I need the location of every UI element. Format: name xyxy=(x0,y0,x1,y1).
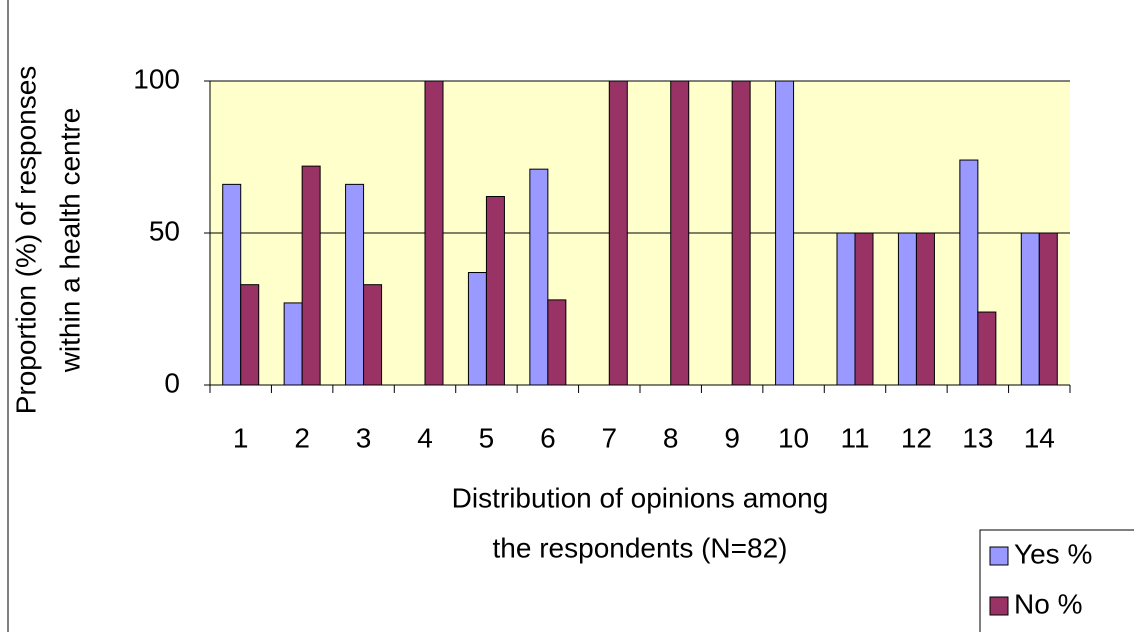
x-tick-label: 10 xyxy=(778,422,809,453)
legend-swatch xyxy=(989,596,1009,616)
bar xyxy=(547,299,567,386)
bar xyxy=(467,272,487,386)
x-tick-label: 7 xyxy=(601,422,617,453)
x-tick-label: 5 xyxy=(479,422,495,453)
bar xyxy=(959,159,979,386)
bar xyxy=(301,165,321,386)
bar xyxy=(915,232,935,386)
bar xyxy=(1038,232,1058,386)
x-axis-label: the respondents (N=82) xyxy=(493,532,788,563)
bar xyxy=(222,183,242,386)
bar xyxy=(836,232,856,386)
bar xyxy=(485,196,505,386)
y-tick-label: 0 xyxy=(164,367,180,398)
x-tick-label: 4 xyxy=(417,422,433,453)
y-axis-label: within a health centre xyxy=(54,108,85,374)
bar xyxy=(363,284,383,386)
x-tick-label: 12 xyxy=(901,422,932,453)
x-tick-label: 11 xyxy=(840,422,869,453)
y-tick-label: 50 xyxy=(149,215,180,246)
y-axis-label: Proportion (%) of responses xyxy=(10,66,41,415)
bar xyxy=(345,183,365,386)
x-axis-label: Distribution of opinions among xyxy=(452,482,829,513)
x-tick-label: 8 xyxy=(663,422,679,453)
bar xyxy=(283,302,303,386)
bar xyxy=(731,80,751,386)
x-tick-label: 14 xyxy=(1024,422,1055,453)
x-tick-label: 1 xyxy=(233,422,249,453)
legend-label: No % xyxy=(1014,588,1082,619)
bar xyxy=(977,311,997,386)
bar xyxy=(608,80,628,386)
legend-swatch xyxy=(989,546,1009,566)
x-tick-label: 3 xyxy=(356,422,372,453)
x-tick-label: 13 xyxy=(962,422,993,453)
bar xyxy=(897,232,917,386)
legend-label: Yes % xyxy=(1014,538,1092,569)
x-tick-label: 9 xyxy=(724,422,740,453)
bar xyxy=(775,80,795,386)
y-tick-label: 100 xyxy=(133,63,180,94)
bar xyxy=(1020,232,1040,386)
x-tick-label: 6 xyxy=(540,422,556,453)
bar xyxy=(424,80,444,386)
bar xyxy=(670,80,690,386)
bar xyxy=(240,284,260,386)
bar xyxy=(529,168,549,386)
bar xyxy=(854,232,874,386)
x-tick-label: 2 xyxy=(294,422,310,453)
